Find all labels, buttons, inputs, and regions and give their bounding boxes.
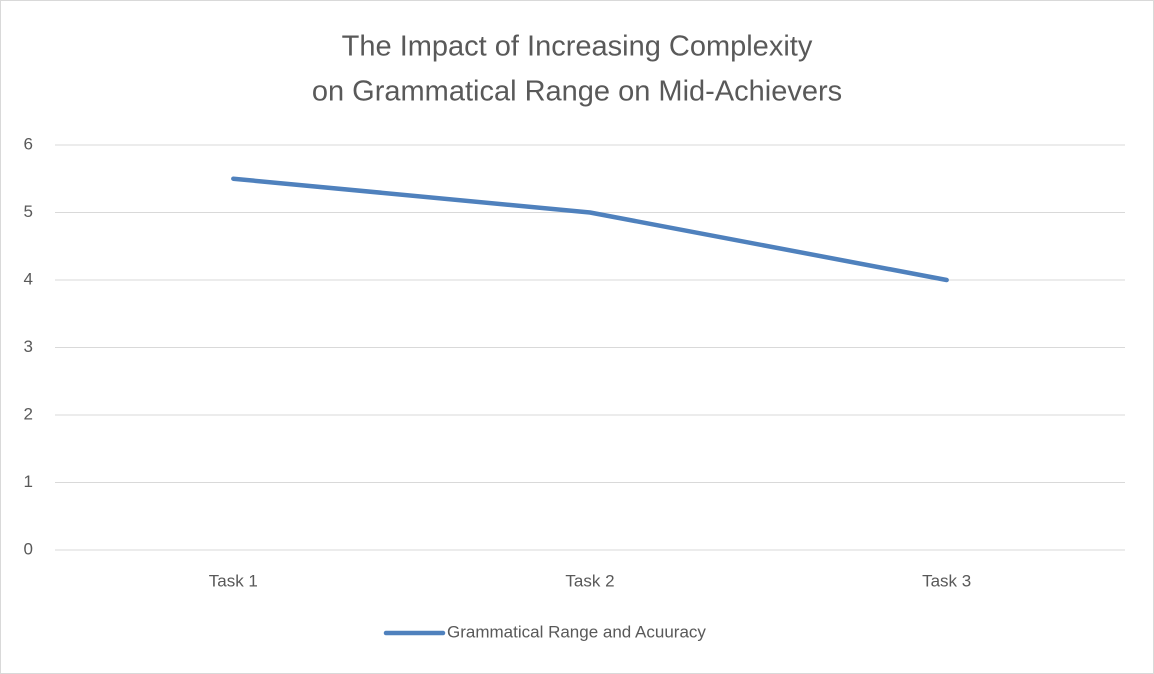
x-tick-label: Task 1: [209, 571, 258, 590]
data-line: [231, 176, 949, 283]
chart-title: The Impact of Increasing Complexity: [342, 31, 813, 63]
chart-title: on Grammatical Range on Mid-Achievers: [312, 76, 842, 108]
y-tick-label: 5: [24, 202, 33, 221]
x-tick-label: Task 3: [922, 571, 971, 590]
y-tick-label: 0: [24, 539, 33, 558]
y-tick-label: 6: [24, 134, 33, 153]
y-tick-label: 1: [24, 472, 33, 491]
y-tick-label: 2: [24, 404, 33, 423]
x-tick-label: Task 2: [565, 571, 614, 590]
legend-label: Grammatical Range and Acuuracy: [447, 622, 706, 641]
y-tick-label: 3: [24, 337, 33, 356]
y-tick-label: 4: [24, 269, 33, 288]
